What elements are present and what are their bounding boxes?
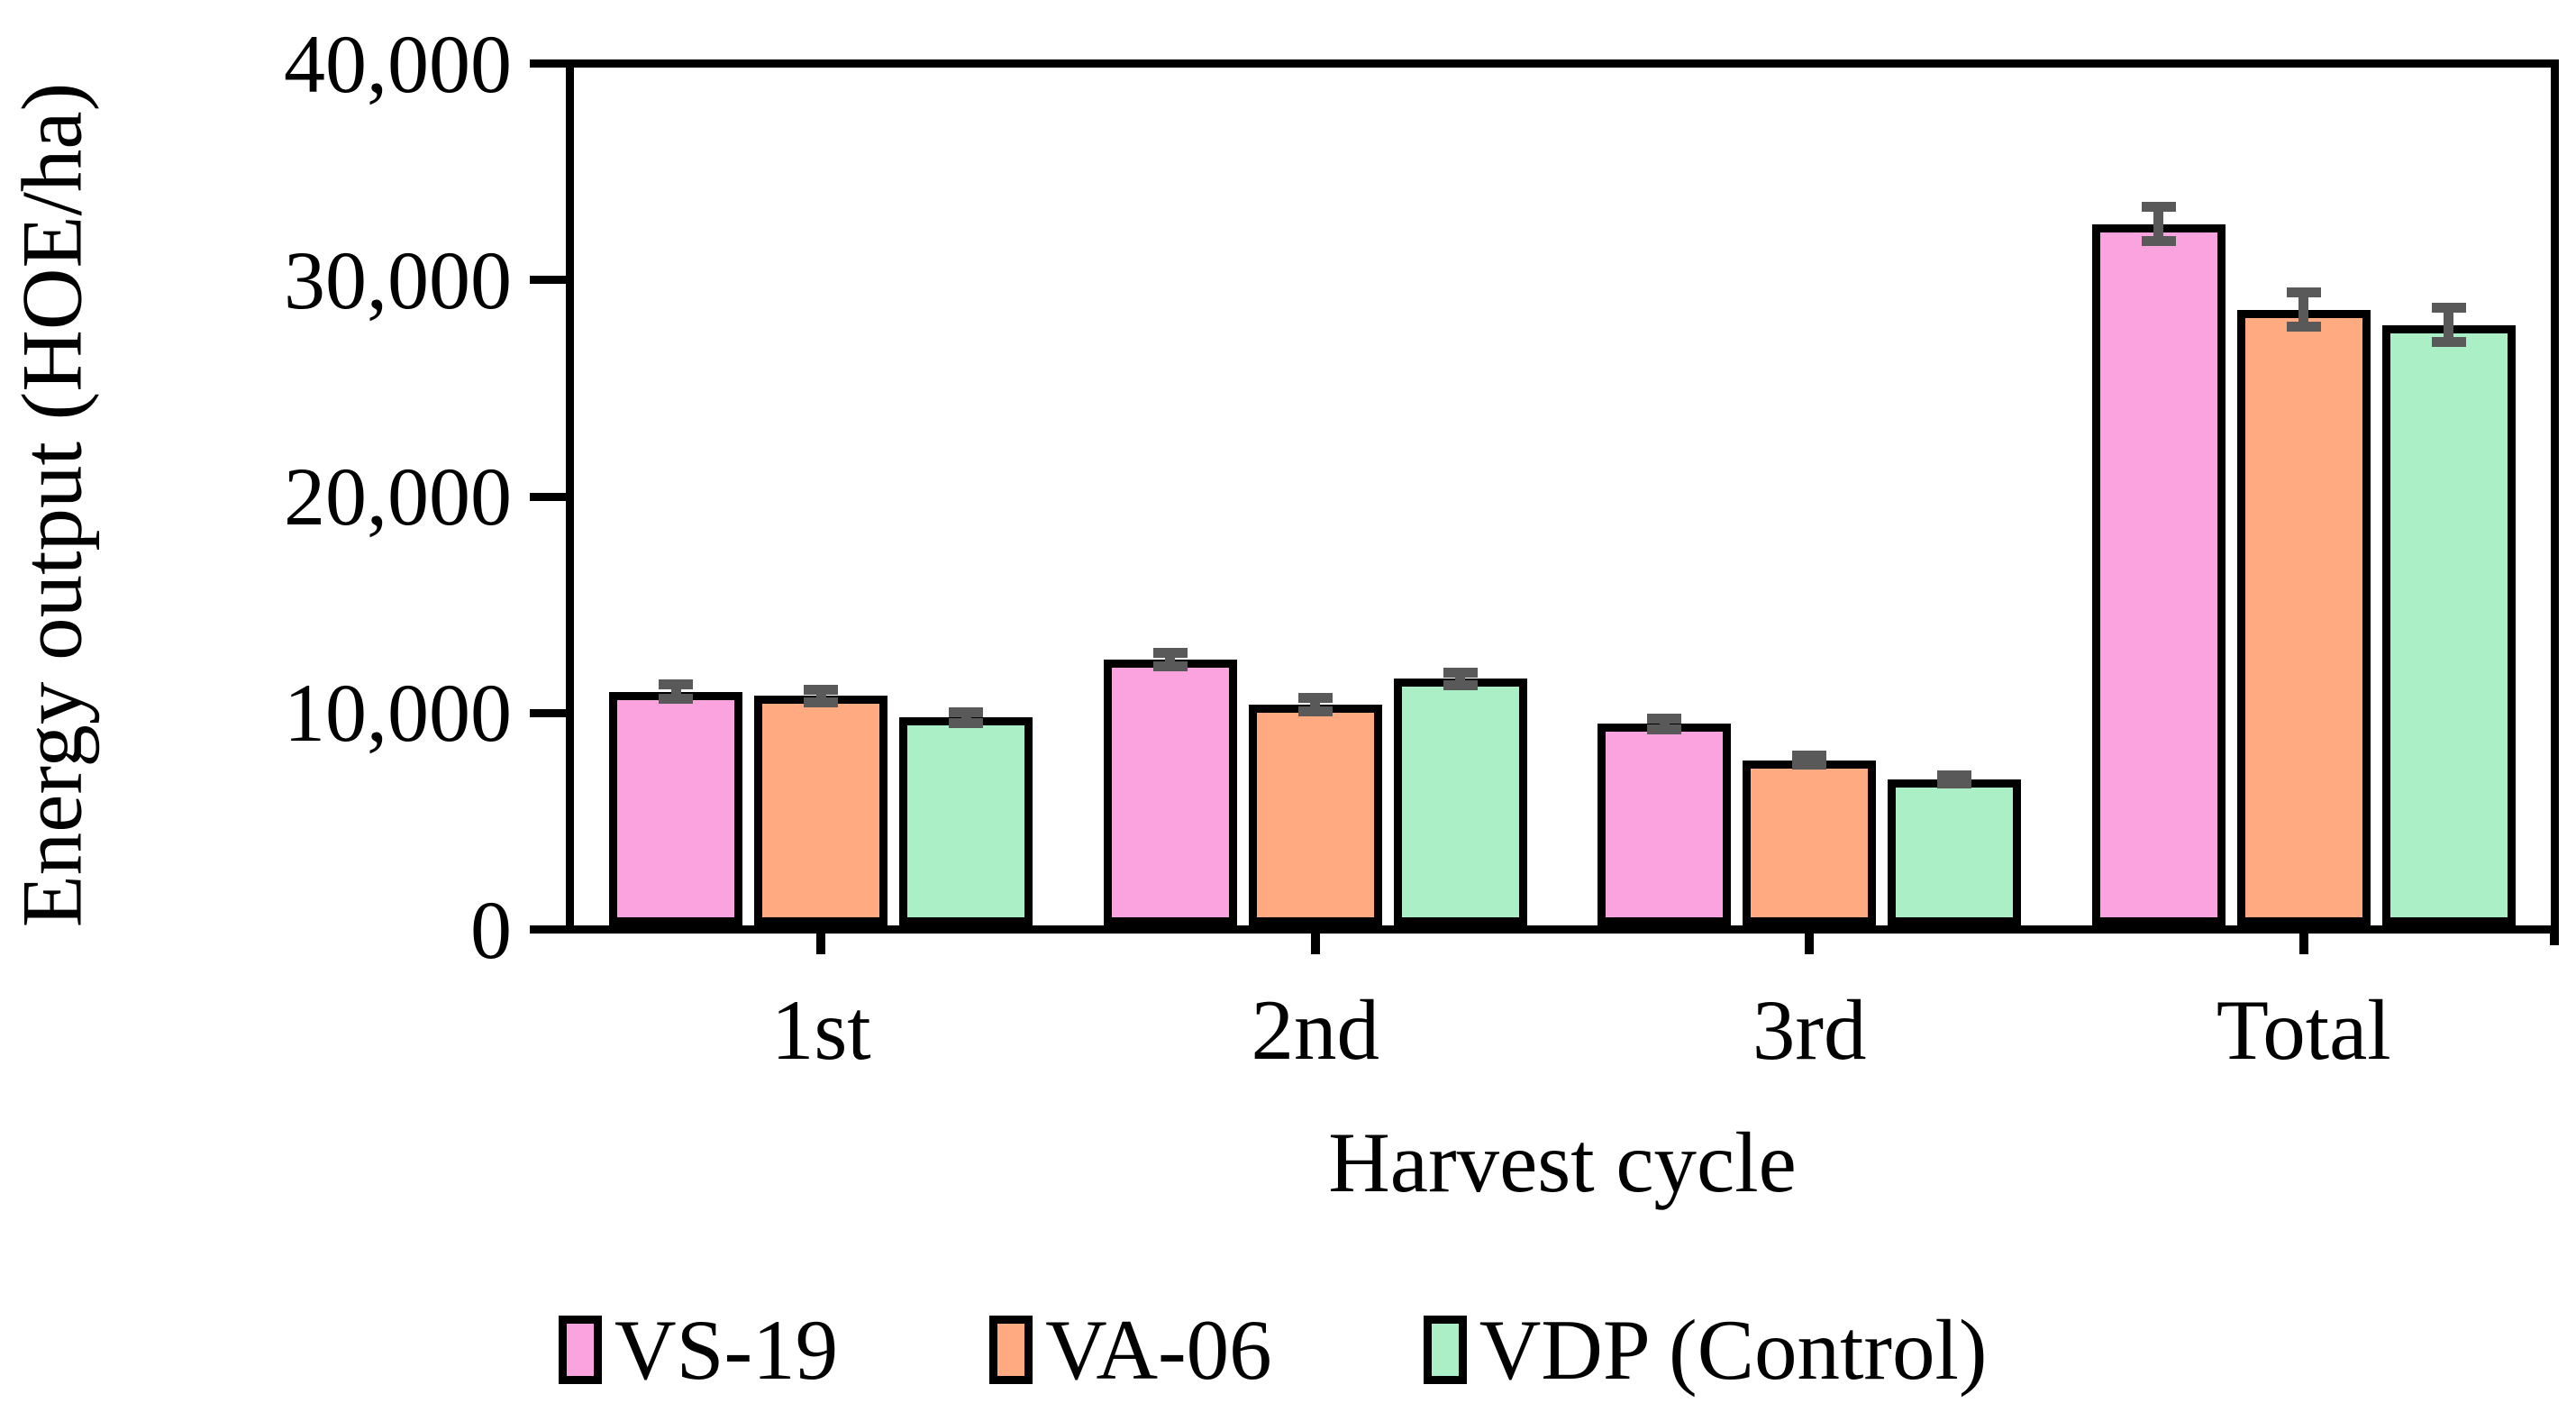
legend-label: VS-19 — [614, 1302, 839, 1398]
y-tick — [530, 925, 566, 934]
error-bar-VS-19-2nd — [1165, 652, 1176, 666]
error-bar-cap — [2286, 322, 2321, 333]
error-bar-cap — [1152, 648, 1188, 659]
x-tick — [1310, 925, 1320, 954]
legend-swatch — [559, 1316, 602, 1384]
error-bar-cap — [1792, 751, 1827, 761]
error-bar-VS-19-Total — [2153, 206, 2164, 241]
y-tick — [530, 276, 566, 285]
x-axis-end-tick — [2550, 925, 2559, 945]
y-tick — [530, 492, 566, 501]
bar-VA-06-Total — [2236, 309, 2371, 925]
error-bar-cap — [2141, 202, 2176, 213]
error-bar-VA-06-Total — [2298, 292, 2309, 327]
x-category-label: 2nd — [1251, 982, 1380, 1078]
legend-swatch — [1423, 1316, 1467, 1384]
error-bar-VDP (Control)-2nd — [1455, 672, 1466, 686]
error-bar-cap — [1297, 706, 1333, 716]
legend-item-VS-19: VS-19 — [559, 1305, 838, 1395]
error-bar-cap — [949, 706, 984, 717]
error-bar-cap — [1647, 724, 1682, 734]
y-tick-label: 20,000 — [284, 451, 512, 542]
y-tick-label: 10,000 — [284, 667, 512, 760]
error-bar-VS-19-3rd — [1659, 718, 1670, 730]
x-tick — [2298, 925, 2308, 954]
bar-VS-19-2nd — [1103, 659, 1237, 925]
error-bar-VA-06-2nd — [1310, 697, 1321, 711]
error-bar-cap — [1297, 693, 1333, 704]
error-bar-cap — [949, 717, 984, 728]
error-bar-cap — [2431, 303, 2466, 314]
error-bar-cap — [659, 694, 694, 705]
error-bar-cap — [2141, 236, 2176, 247]
error-bar-cap — [2431, 337, 2466, 348]
legend-label: VDP (Control) — [1479, 1302, 1988, 1398]
y-axis-title: Energy output (HOE/ha) — [4, 82, 100, 928]
error-bar-VA-06-1st — [815, 689, 826, 703]
legend-swatch — [989, 1316, 1033, 1384]
y-tick-label: 30,000 — [284, 233, 512, 326]
error-bar-cap — [804, 684, 839, 695]
y-tick — [530, 59, 566, 68]
legend-item-VA-06: VA-06 — [989, 1305, 1272, 1395]
error-bar-cap — [1792, 760, 1827, 770]
x-category-label: 3rd — [1752, 982, 1867, 1078]
error-bar-cap — [659, 679, 694, 689]
y-tick — [530, 708, 566, 717]
error-bar-cap — [804, 697, 839, 707]
error-bar-VS-19-1st — [670, 684, 681, 699]
bar-VS-19-3rd — [1597, 724, 1732, 925]
plot-area — [566, 59, 2559, 934]
error-bar-cap — [2286, 287, 2321, 298]
error-bar-cap — [1443, 679, 1478, 690]
x-tick — [816, 925, 826, 954]
bar-VS-19-Total — [2091, 223, 2226, 925]
bar-VA-06-2nd — [1248, 704, 1382, 925]
legend-label: VA-06 — [1045, 1302, 1272, 1398]
error-bar-VDP (Control)-Total — [2444, 307, 2454, 342]
y-tick-label: 40,000 — [284, 17, 512, 110]
bar-VDP (Control)-1st — [899, 717, 1033, 925]
bar-VDP (Control)-Total — [2381, 324, 2516, 925]
x-axis-title: Harvest cycle — [1328, 1115, 1797, 1210]
bar-VA-06-3rd — [1743, 760, 1877, 925]
error-bar-cap — [1152, 660, 1188, 671]
bar-VA-06-1st — [754, 696, 888, 925]
error-bar-cap — [1937, 779, 1972, 789]
legend-item-VDP (Control): VDP (Control) — [1423, 1302, 1988, 1398]
error-bar-VDP (Control)-1st — [960, 712, 971, 724]
x-tick — [1805, 925, 1815, 954]
error-bar-cap — [1937, 770, 1972, 780]
error-bar-cap — [1443, 667, 1478, 678]
bar-VS-19-1st — [609, 691, 743, 925]
bar-VDP (Control)-3rd — [1888, 779, 2022, 925]
bar-VDP (Control)-2nd — [1393, 679, 1527, 925]
x-category-label: Total — [2216, 982, 2391, 1078]
legend: VS-19 VA-06 VDP (Control) — [559, 1305, 1988, 1395]
x-category-label: 1st — [770, 982, 871, 1078]
y-tick-label: 0 — [470, 883, 512, 976]
error-bar-cap — [1647, 713, 1682, 724]
